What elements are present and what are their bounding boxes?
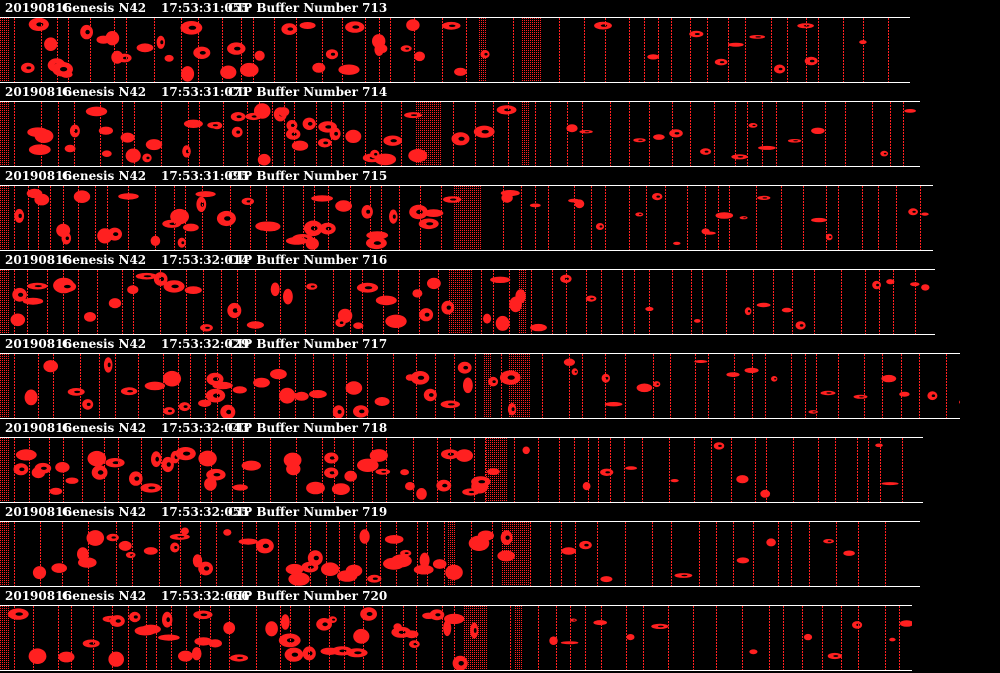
buffer-probe: Genesis N42: [62, 505, 147, 519]
buffer-time: 17:53:32:029: [161, 337, 250, 351]
particle-image: [0, 186, 933, 250]
buffer-time: 17:53:32:066: [161, 589, 250, 603]
buffer-probe: Genesis N42: [62, 421, 147, 435]
buffer-probe: Genesis N42: [62, 1, 147, 15]
buffer-probe: Genesis N42: [62, 253, 147, 267]
buffer-caption: CIP Buffer Number 715: [228, 169, 388, 183]
buffer-caption: CIP Buffer Number 717: [228, 337, 388, 351]
header-underline: [0, 269, 935, 270]
particle-image-strip: [0, 354, 960, 418]
particle-image: [0, 438, 923, 502]
buffer-date: 20190816: [5, 337, 72, 351]
cip-buffer: 20190816 Genesis N42 17:53:31:071 CIP Bu…: [0, 84, 1000, 168]
buffer-time: 17:53:31:095: [161, 169, 250, 183]
strip-baseline: [0, 250, 933, 251]
buffer-header: 20190816 Genesis N42 17:53:31:071 CIP Bu…: [0, 84, 1000, 101]
particle-image-strip: [0, 522, 920, 586]
buffer-date: 20190816: [5, 505, 72, 519]
buffer-time: 17:53:31:055: [161, 1, 250, 15]
buffer-probe: Genesis N42: [62, 337, 147, 351]
buffer-probe: Genesis N42: [62, 85, 147, 99]
strip-baseline: [0, 418, 960, 419]
buffer-header: 20190816 Genesis N42 17:53:32:055 CIP Bu…: [0, 504, 1000, 521]
buffer-header: 20190816 Genesis N42 17:53:32:014 CIP Bu…: [0, 252, 1000, 269]
particle-image-strip: [0, 438, 923, 502]
buffer-time: 17:53:32:014: [161, 253, 250, 267]
buffer-caption: CIP Buffer Number 713: [228, 1, 388, 15]
strip-baseline: [0, 82, 910, 83]
buffer-caption: CIP Buffer Number 719: [228, 505, 388, 519]
cip-buffer: 20190816 Genesis N42 17:53:32:066 CIP Bu…: [0, 588, 1000, 672]
buffer-probe: Genesis N42: [62, 169, 147, 183]
buffer-header: 20190816 Genesis N42 17:53:32:029 CIP Bu…: [0, 336, 1000, 353]
cip-buffer: 20190816 Genesis N42 17:53:32:029 CIP Bu…: [0, 336, 1000, 420]
buffer-header: 20190816 Genesis N42 17:53:31:095 CIP Bu…: [0, 168, 1000, 185]
particle-image: [0, 270, 935, 334]
cip-buffer: 20190816 Genesis N42 17:53:32:014 CIP Bu…: [0, 252, 1000, 336]
buffer-time: 17:53:32:055: [161, 505, 250, 519]
header-underline: [0, 101, 920, 102]
buffer-caption: CIP Buffer Number 714: [228, 85, 388, 99]
header-underline: [0, 605, 912, 606]
buffer-caption: CIP Buffer Number 716: [228, 253, 388, 267]
buffer-date: 20190816: [5, 589, 72, 603]
strip-baseline: [0, 334, 935, 335]
cip-buffer: 20190816 Genesis N42 17:53:32:055 CIP Bu…: [0, 504, 1000, 588]
particle-image: [0, 102, 920, 166]
header-underline: [0, 437, 923, 438]
buffer-header: 20190816 Genesis N42 17:53:32:043 CIP Bu…: [0, 420, 1000, 437]
buffer-time: 17:53:31:071: [161, 85, 250, 99]
header-underline: [0, 521, 920, 522]
particle-image-strip: [0, 606, 912, 670]
buffer-time: 17:53:32:043: [161, 421, 250, 435]
particle-image: [0, 354, 960, 418]
buffer-probe: Genesis N42: [62, 589, 147, 603]
buffer-date: 20190816: [5, 421, 72, 435]
particle-image: [0, 18, 910, 82]
strip-baseline: [0, 670, 912, 671]
particle-image-strip: [0, 270, 935, 334]
strip-baseline: [0, 166, 920, 167]
header-underline: [0, 353, 960, 354]
buffer-header: 20190816 Genesis N42 17:53:32:066 CIP Bu…: [0, 588, 1000, 605]
particle-image-strip: [0, 18, 910, 82]
cip-buffer: 20190816 Genesis N42 17:53:32:043 CIP Bu…: [0, 420, 1000, 504]
header-underline: [0, 185, 933, 186]
particle-image: [0, 522, 920, 586]
buffer-date: 20190816: [5, 169, 72, 183]
buffer-header: 20190816 Genesis N42 17:53:31:055 CIP Bu…: [0, 0, 1000, 17]
buffer-caption: CIP Buffer Number 718: [228, 421, 388, 435]
header-underline: [0, 17, 910, 18]
strip-baseline: [0, 586, 920, 587]
particle-image-strip: [0, 102, 920, 166]
buffer-caption: CIP Buffer Number 720: [228, 589, 388, 603]
cip-buffer: 20190816 Genesis N42 17:53:31:095 CIP Bu…: [0, 168, 1000, 252]
buffer-date: 20190816: [5, 1, 72, 15]
cip-buffer: 20190816 Genesis N42 17:53:31:055 CIP Bu…: [0, 0, 1000, 84]
particle-image: [0, 606, 912, 670]
buffer-date: 20190816: [5, 85, 72, 99]
buffer-date: 20190816: [5, 253, 72, 267]
strip-baseline: [0, 502, 923, 503]
particle-image-strip: [0, 186, 933, 250]
